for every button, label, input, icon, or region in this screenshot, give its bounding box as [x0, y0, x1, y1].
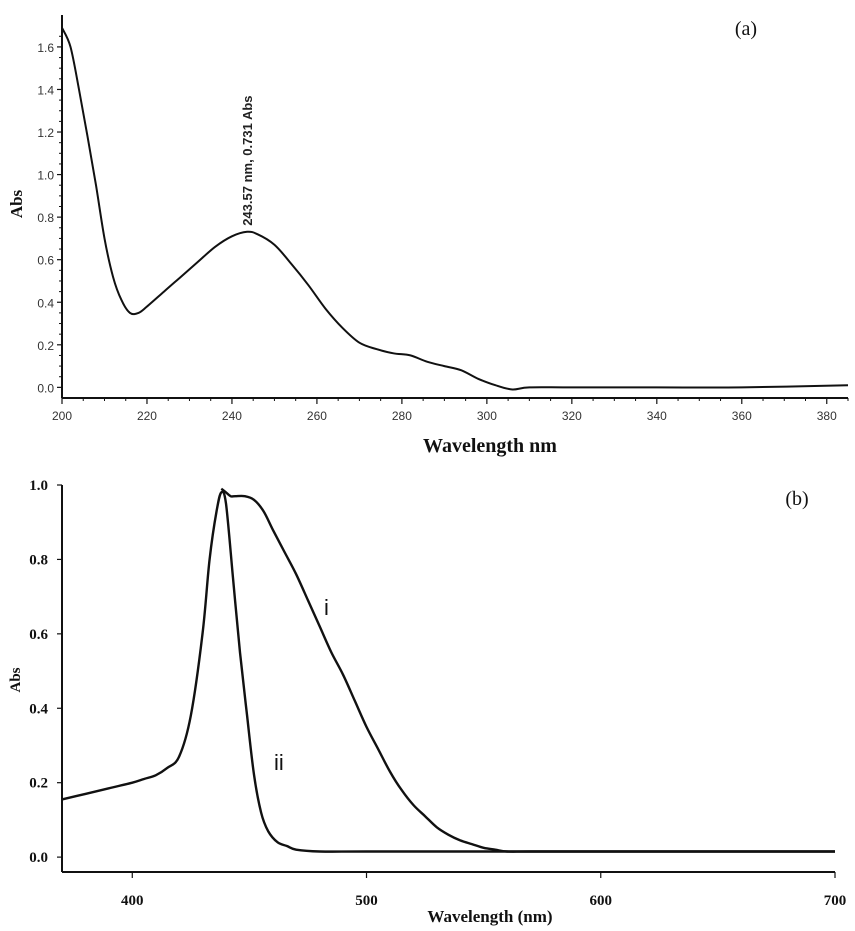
x-tick-label: 280 — [392, 409, 412, 423]
series-line-1 — [61, 27, 849, 391]
panel-a-y-axis-label: Abs — [7, 189, 26, 218]
y-tick-label: 0.4 — [37, 296, 54, 310]
y-tick-label: 0.6 — [29, 627, 48, 643]
panel-a-x-axis-label: Wavelength nm — [423, 435, 557, 457]
panel-a-peak-annotation: 243.57 nm, 0.731 Abs — [240, 95, 255, 225]
panel-b-tag: (b) — [785, 488, 808, 510]
y-tick-label: 0.8 — [29, 552, 48, 568]
panel-b: 400 500 600 700 0.0 0.2 0.4 0.6 0.8 1.0 i ii (b)… — [8, 478, 846, 926]
series-label-ii: ii — [274, 750, 284, 775]
y-tick-label: 1.0 — [29, 478, 48, 494]
series-line-i — [220, 487, 835, 853]
x-tick-label: 200 — [52, 409, 72, 423]
y-tick-label: 0.4 — [29, 701, 48, 717]
y-tick-label: 0.2 — [37, 339, 54, 353]
x-tick-label: 400 — [121, 893, 144, 909]
y-tick-label: 1.2 — [37, 126, 54, 140]
series-line-ii — [61, 490, 835, 853]
x-tick-label: 600 — [590, 893, 613, 909]
x-tick-label: 340 — [647, 409, 667, 423]
y-tick-label: 0.6 — [37, 254, 54, 268]
y-tick-label: 1.4 — [37, 83, 54, 97]
y-tick-label: 1.6 — [37, 41, 54, 55]
x-tick-label: 220 — [137, 409, 157, 423]
y-tick-label: 1.0 — [37, 169, 54, 183]
panel-a-series — [61, 27, 849, 391]
series-label-i: i — [324, 595, 329, 620]
x-tick-label: 380 — [817, 409, 837, 423]
panel-b-series — [61, 487, 835, 853]
x-tick-label: 240 — [222, 409, 242, 423]
y-tick-label: 0.8 — [37, 211, 54, 225]
panel-a: 200 220 240 260 280 300 320 340 360 380 0.0 0.2 0.4… — [7, 15, 849, 457]
panel-a-tag: (a) — [735, 18, 757, 40]
x-tick-label: 260 — [307, 409, 327, 423]
panel-b-x-ticks: 400 500 600 700 — [121, 872, 846, 909]
panel-b-y-ticks: 0.0 0.2 0.4 0.6 0.8 1.0 — [29, 478, 62, 866]
y-tick-label: 0.0 — [29, 850, 48, 866]
y-tick-label: 0.0 — [37, 381, 54, 395]
panel-a-y-ticks: 0.0 0.2 0.4 0.6 0.8 1.0 1.2 1.4 1.6 — [37, 35, 62, 395]
panel-a-x-ticks: 200 220 240 260 280 300 320 340 360 380 — [52, 398, 849, 423]
x-tick-label: 700 — [824, 893, 847, 909]
panel-b-x-axis-label: Wavelength (nm) — [427, 907, 552, 926]
x-tick-label: 320 — [562, 409, 582, 423]
y-tick-label: 0.2 — [29, 776, 48, 792]
panel-b-y-axis-label: Abs — [8, 667, 24, 692]
x-tick-label: 300 — [477, 409, 497, 423]
x-tick-label: 500 — [355, 893, 378, 909]
x-tick-label: 360 — [732, 409, 752, 423]
